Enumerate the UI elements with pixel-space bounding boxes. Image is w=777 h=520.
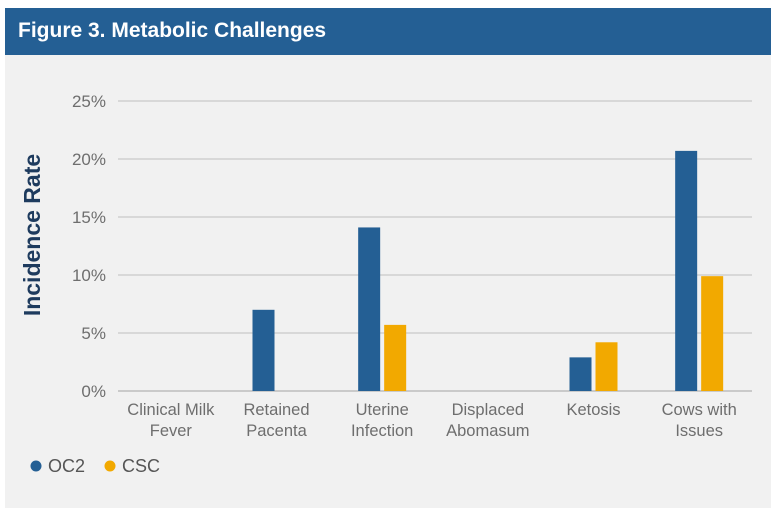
x-tick-label: Abomasum xyxy=(446,422,529,440)
x-tick-label: Retained xyxy=(243,401,309,419)
x-tick-label: Fever xyxy=(150,422,193,440)
x-tick-label: Issues xyxy=(675,422,723,440)
x-tick-label: Cows with xyxy=(662,401,737,419)
figure-panel: Figure 3. Metabolic Challenges xyxy=(5,8,771,508)
bar-oc2 xyxy=(358,227,381,391)
legend-marker-oc2 xyxy=(30,460,42,472)
y-tick-label: 15% xyxy=(72,208,106,227)
x-tick-label: Uterine xyxy=(356,401,409,419)
legend-label-csc: CSC xyxy=(122,456,160,476)
x-tick-label: Clinical Milk xyxy=(127,401,215,419)
y-tick-label: 20% xyxy=(72,150,106,169)
y-axis-title: Incidence Rate xyxy=(19,154,45,316)
x-tick-label: Ketosis xyxy=(566,401,620,419)
figure-title: Figure 3. Metabolic Challenges xyxy=(18,19,327,42)
bar-csc xyxy=(701,276,724,391)
x-tick-label: Displaced xyxy=(452,401,524,419)
y-tick-label: 5% xyxy=(81,324,106,343)
x-tick-label: Pacenta xyxy=(246,422,307,440)
figure-header: Figure 3. Metabolic Challenges xyxy=(5,8,771,55)
bar-oc2 xyxy=(675,150,698,391)
y-tick-label: 25% xyxy=(72,92,106,111)
y-tick-label: 10% xyxy=(72,266,106,285)
bar-oc2 xyxy=(569,357,592,391)
legend-marker-csc xyxy=(104,460,116,472)
bar-csc xyxy=(595,342,618,391)
bar-csc xyxy=(384,324,407,391)
x-tick-label: Infection xyxy=(351,422,413,440)
legend-label-oc2: OC2 xyxy=(48,456,85,476)
bar-oc2 xyxy=(252,309,275,391)
y-tick-label: 0% xyxy=(81,382,106,401)
